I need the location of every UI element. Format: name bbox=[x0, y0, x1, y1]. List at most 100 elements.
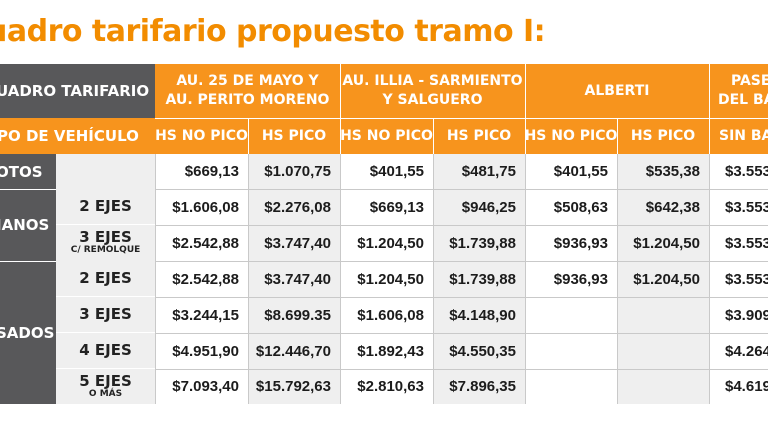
tariff-table: UADRO TARIFARIO AU. 25 DE MAYO Y AU. PER… bbox=[0, 64, 768, 404]
axle-label: 3 EJES bbox=[79, 228, 132, 246]
corner-header: UADRO TARIFARIO bbox=[0, 64, 155, 118]
table-cell: $1.739,88 bbox=[433, 261, 525, 297]
table-cell: $1.070,75 bbox=[248, 154, 340, 189]
axle-label: 5 EJES bbox=[79, 371, 132, 390]
grid-line bbox=[155, 261, 768, 262]
table-cell: $2.542,88 bbox=[155, 261, 248, 297]
group-header-3-line-1: ALBERTI bbox=[584, 82, 650, 99]
page-title: uadro tarifario propuesto tramo I: bbox=[0, 14, 546, 49]
table-cell: $946,25 bbox=[433, 189, 525, 225]
header-divider bbox=[248, 118, 249, 154]
axle-cell: 4 EJES bbox=[56, 333, 155, 368]
table-cell: $4.148,90 bbox=[433, 297, 525, 333]
table-cell: $669,13 bbox=[155, 154, 248, 189]
column-header: HS PICO bbox=[248, 118, 340, 154]
header-divider bbox=[155, 118, 768, 119]
row-divider bbox=[0, 261, 56, 262]
axle-label: 3 EJES bbox=[79, 305, 132, 323]
header-divider bbox=[709, 64, 710, 154]
table-cell: $1.606,08 bbox=[340, 297, 433, 333]
column-header: HS NO PICO bbox=[525, 118, 617, 154]
table-cell: $3.553 bbox=[709, 225, 768, 261]
header-divider bbox=[525, 64, 526, 154]
grid-line bbox=[709, 154, 710, 404]
axle-cell: 5 EJES O MÁS bbox=[56, 369, 155, 404]
table-cell: $642,38 bbox=[617, 189, 709, 225]
grid-line bbox=[155, 297, 768, 298]
grid-line bbox=[617, 154, 618, 404]
table-cell bbox=[617, 369, 709, 404]
axle-note: O MÁS bbox=[88, 388, 123, 399]
grid-line bbox=[433, 154, 434, 404]
table-cell: $1.204,50 bbox=[617, 225, 709, 261]
group-header-3: ALBERTI bbox=[525, 64, 709, 118]
corner-header-label: UADRO TARIFARIO bbox=[0, 82, 150, 100]
table-cell: $535,38 bbox=[617, 154, 709, 189]
table-cell: $3.553 bbox=[709, 189, 768, 225]
table-cell: $3.553 bbox=[709, 261, 768, 297]
category-label-motos: OTOS bbox=[0, 154, 56, 189]
group-header-2-line-1: AU. ILLIA - SARMIENTO bbox=[342, 73, 523, 89]
header-divider bbox=[340, 64, 341, 154]
table-cell: $4.951,90 bbox=[155, 333, 248, 369]
table-cell: $936,93 bbox=[525, 261, 617, 297]
vehicle-type-header-label: PO DE VEHÍCULO bbox=[0, 127, 139, 145]
table-cell: $7.093,40 bbox=[155, 369, 248, 404]
column-header: HS PICO bbox=[433, 118, 525, 154]
table-cell: $1.204,50 bbox=[340, 261, 433, 297]
group-header-4-line-2: DEL BA bbox=[718, 92, 768, 108]
header-divider bbox=[433, 118, 434, 154]
table-cell: $2.810,63 bbox=[340, 369, 433, 404]
column-header: HS PICO bbox=[617, 118, 709, 154]
table-cell: $1.204,50 bbox=[617, 261, 709, 297]
table-cell bbox=[525, 297, 617, 333]
table-cell: $481,75 bbox=[433, 154, 525, 189]
category-label-pesados-text: SADOS bbox=[0, 323, 55, 342]
grid-line bbox=[155, 154, 156, 404]
table-cell: $3.747,40 bbox=[248, 225, 340, 261]
grid-line bbox=[340, 154, 341, 404]
group-header-2: AU. ILLIA - SARMIENTO Y SALGUERO bbox=[340, 64, 525, 118]
axle-label: 4 EJES bbox=[79, 341, 132, 359]
category-label-pesados: SADOS bbox=[0, 261, 56, 404]
table-cell: $1.204,50 bbox=[340, 225, 433, 261]
grid-line bbox=[248, 154, 249, 404]
axle-label: 2 EJES bbox=[79, 269, 132, 287]
column-header: HS NO PICO bbox=[340, 118, 433, 154]
table-cell: $8.699.35 bbox=[248, 297, 340, 333]
grid-line bbox=[155, 369, 768, 370]
group-header-1-line-1: AU. 25 DE MAYO Y bbox=[176, 73, 319, 89]
column-header: SIN BAR bbox=[709, 118, 768, 154]
column-header: HS NO PICO bbox=[155, 118, 248, 154]
category-label-livianos-text: IANOS bbox=[0, 216, 50, 234]
table-cell: $2.276,08 bbox=[248, 189, 340, 225]
table-cell: $3.909 bbox=[709, 297, 768, 333]
vehicle-type-header: PO DE VEHÍCULO bbox=[0, 118, 155, 154]
header-divider bbox=[617, 118, 618, 154]
group-header-1-line-2: AU. PERITO MORENO bbox=[165, 92, 330, 108]
category-label-livianos: IANOS bbox=[0, 189, 56, 261]
table-cell bbox=[525, 369, 617, 404]
row-divider bbox=[0, 189, 56, 190]
axle-cell: 3 EJES C/ REMOLQUE bbox=[56, 225, 155, 261]
axle-cell-empty bbox=[56, 154, 155, 189]
table-cell: $669,13 bbox=[340, 189, 433, 225]
table-cell: $1.606,08 bbox=[155, 189, 248, 225]
group-header-4: PASE DEL BA bbox=[709, 64, 768, 118]
axle-label: 2 EJES bbox=[79, 197, 132, 215]
table-cell bbox=[617, 333, 709, 369]
table-cell bbox=[617, 297, 709, 333]
grid-line bbox=[155, 333, 768, 334]
grid-line bbox=[525, 154, 526, 404]
axle-cell: 3 EJES bbox=[56, 297, 155, 332]
table-cell: $4.619 bbox=[709, 369, 768, 404]
grid-line bbox=[155, 225, 768, 226]
table-cell: $401,55 bbox=[340, 154, 433, 189]
table-cell: $2.542,88 bbox=[155, 225, 248, 261]
grid-line bbox=[155, 189, 768, 190]
table-cell: $15.792,63 bbox=[248, 369, 340, 404]
table-cell: $1.892,43 bbox=[340, 333, 433, 369]
table-cell: $4.264 bbox=[709, 333, 768, 369]
table-cell: $4.550,35 bbox=[433, 333, 525, 369]
axle-cell: 2 EJES bbox=[56, 189, 155, 224]
